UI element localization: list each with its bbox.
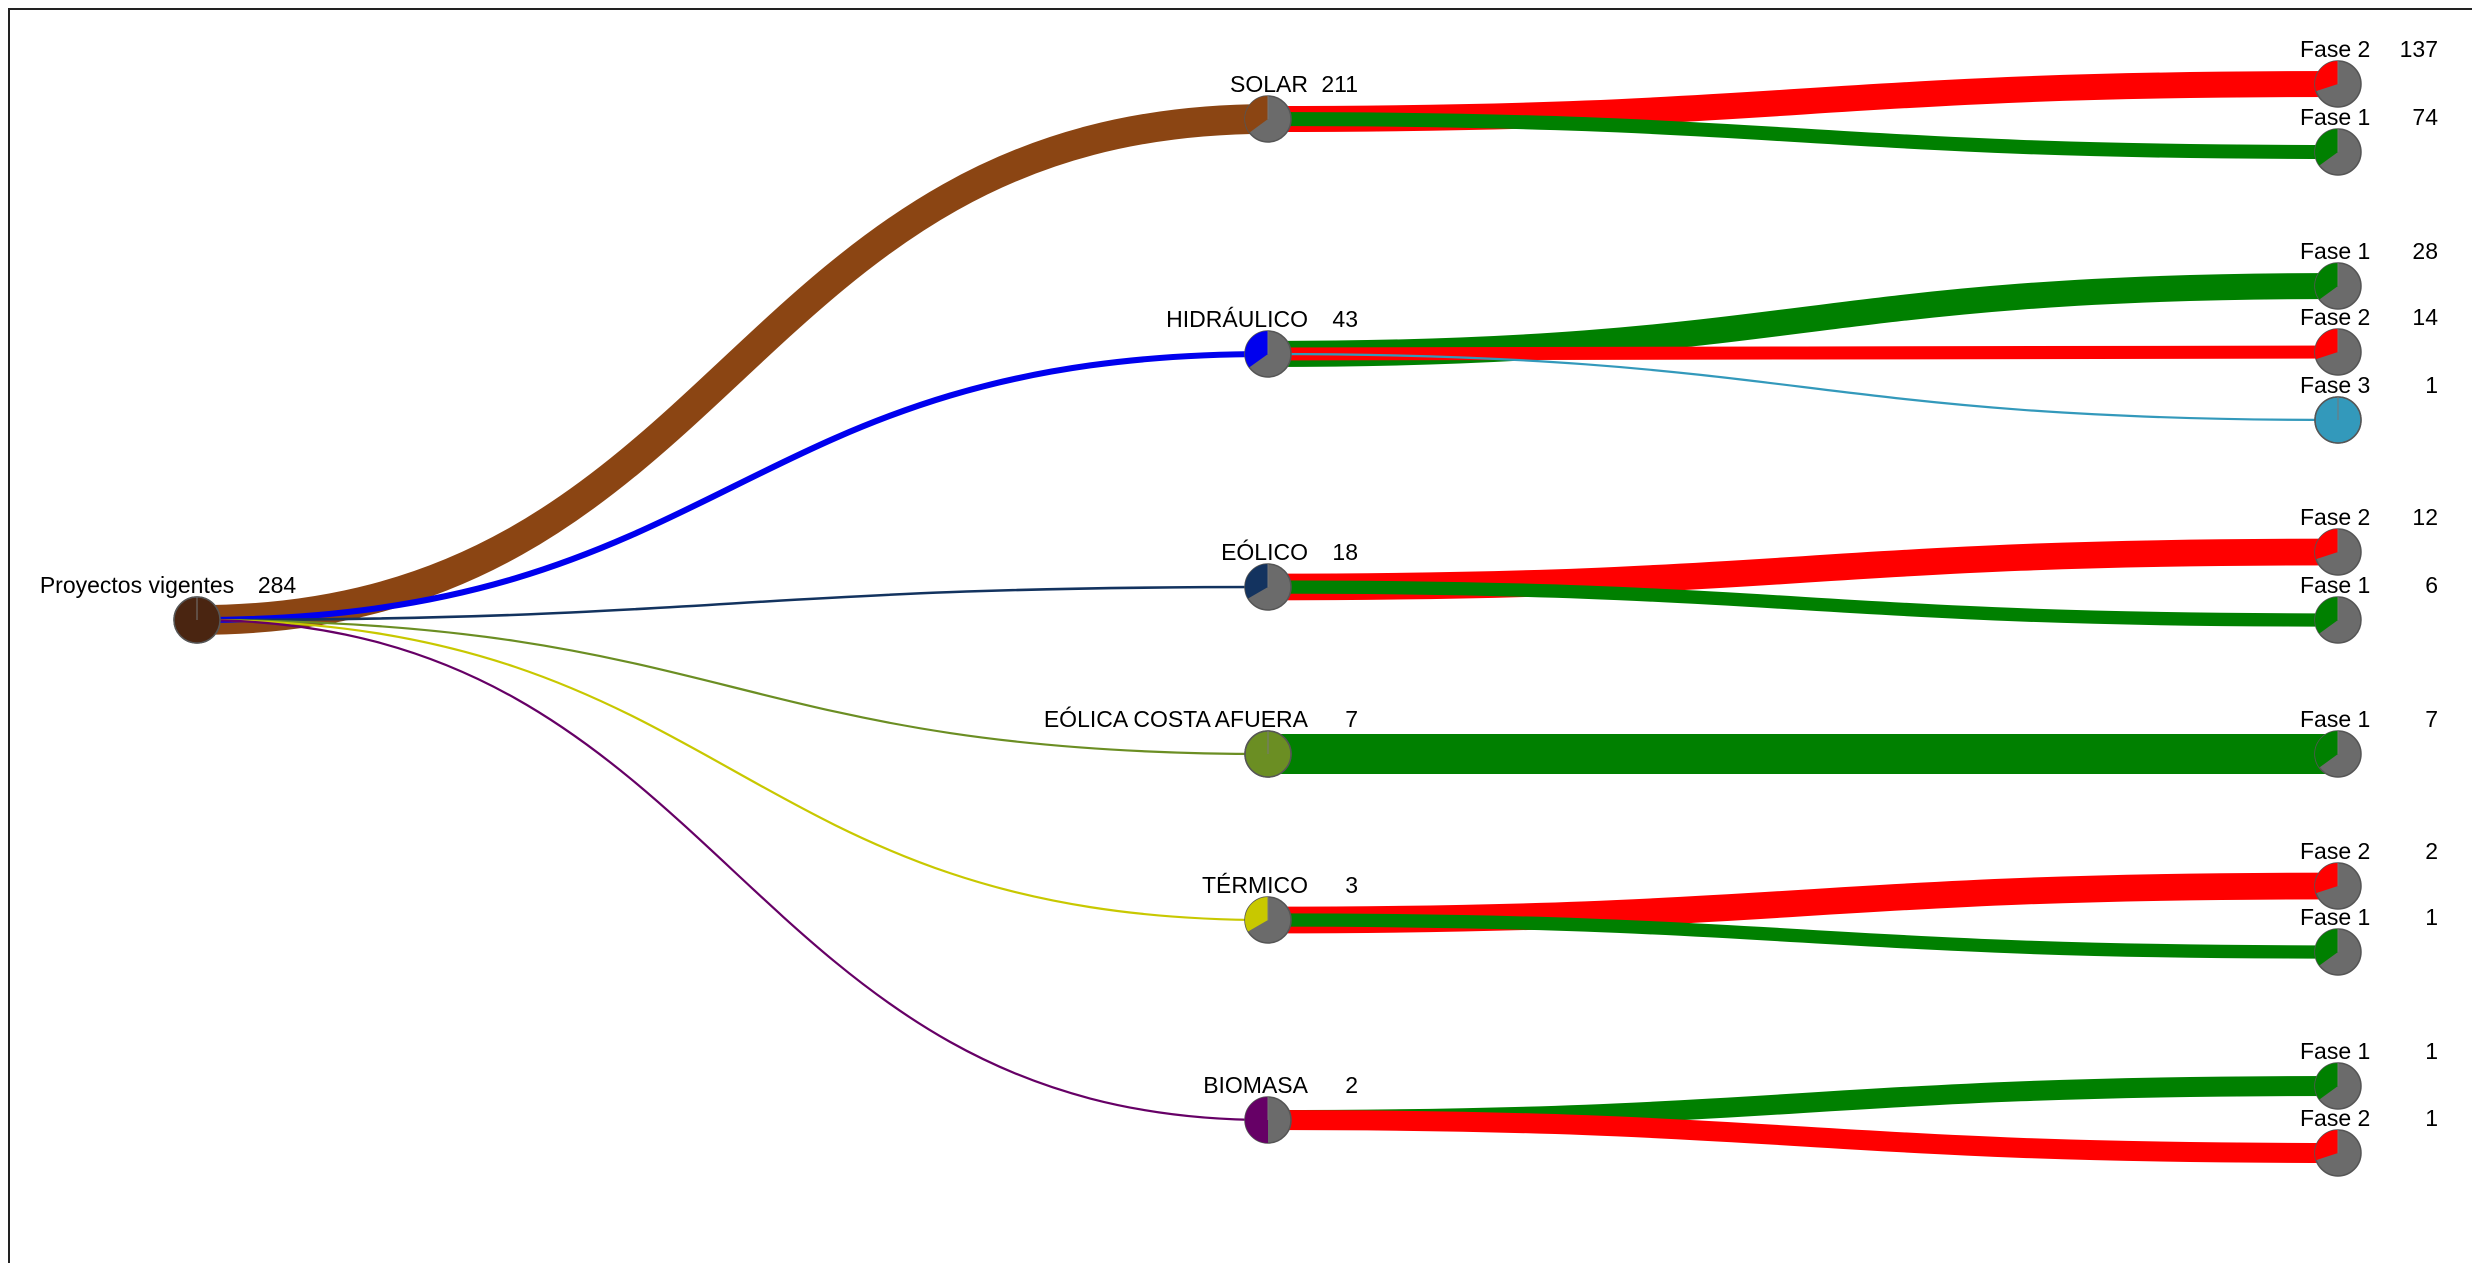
link-solar-fase-1 bbox=[1267, 111, 2339, 160]
value-eolico: 18 bbox=[1332, 539, 1358, 565]
value-eolica-costa-afuera: 7 bbox=[1345, 706, 1358, 732]
link-root-hidraulico bbox=[196, 350, 1269, 624]
label-termico: TÉRMICO bbox=[1202, 872, 1308, 898]
leaf-label-termico-fase-1: Fase 1 bbox=[2300, 904, 2370, 930]
label-solar: SOLAR bbox=[1230, 71, 1308, 97]
leaf-biomasa-fase-2 bbox=[2314, 1129, 2362, 1177]
leaf-eolica-costa-afuera-fase-1 bbox=[2314, 730, 2362, 778]
leaf-value-hidraulico-fase-3: 1 bbox=[2425, 372, 2438, 398]
node-eolico bbox=[1244, 563, 1292, 611]
value-hidraulico: 43 bbox=[1332, 306, 1358, 332]
links-layer bbox=[196, 71, 2339, 1163]
node-biomasa bbox=[1244, 1096, 1292, 1144]
link-eolico-fase-1 bbox=[1267, 580, 2339, 627]
leaf-value-termico-fase-1: 1 bbox=[2425, 904, 2438, 930]
leaf-label-solar-fase-2: Fase 2 bbox=[2300, 36, 2370, 62]
node-biomasa-fill bbox=[1245, 1097, 1268, 1143]
link-hidraulico-fase-1 bbox=[1267, 272, 2339, 368]
leaf-label-solar-fase-1: Fase 1 bbox=[2300, 104, 2370, 130]
leaf-solar-fase-2 bbox=[2314, 60, 2362, 108]
node-termico-fill bbox=[1245, 897, 1268, 932]
leaf-termico-fase-1 bbox=[2314, 928, 2362, 976]
value-biomasa: 2 bbox=[1345, 1072, 1358, 1098]
label-biomasa: BIOMASA bbox=[1203, 1072, 1308, 1098]
leaf-value-termico-fase-2: 2 bbox=[2425, 838, 2438, 864]
root-label: Proyectos vigentes bbox=[40, 572, 234, 598]
leaf-hidraulico-fase-2 bbox=[2314, 328, 2362, 376]
node-root bbox=[173, 596, 221, 644]
leaf-label-termico-fase-2: Fase 2 bbox=[2300, 838, 2370, 864]
node-solar-fill bbox=[1244, 96, 1268, 133]
node-hidraulico bbox=[1244, 330, 1292, 378]
link-hidraulico-fase-3 bbox=[1267, 352, 2339, 422]
leaf-biomasa-fase-1-fill bbox=[2315, 1063, 2338, 1100]
link-root-termico bbox=[196, 618, 1269, 922]
leaf-label-hidraulico-fase-3: Fase 3 bbox=[2300, 372, 2370, 398]
leaf-value-eolica-costa-afuera-fase-1: 7 bbox=[2425, 706, 2438, 732]
leaf-solar-fase-1-fill bbox=[2315, 129, 2338, 166]
leaf-eolico-fase-1-fill bbox=[2315, 597, 2338, 634]
link-termico-fase-1 bbox=[1267, 913, 2339, 959]
chart-frame bbox=[8, 8, 2472, 1263]
label-hidraulico: HIDRÁULICO bbox=[1166, 306, 1308, 332]
leaf-eolico-fase-1 bbox=[2314, 596, 2362, 644]
leaf-value-eolico-fase-1: 6 bbox=[2425, 572, 2438, 598]
value-termico: 3 bbox=[1345, 872, 1358, 898]
link-root-eolico bbox=[196, 585, 1269, 622]
leaf-label-biomasa-fase-1: Fase 1 bbox=[2300, 1038, 2370, 1064]
leaf-label-hidraulico-fase-2: Fase 2 bbox=[2300, 304, 2370, 330]
leaf-biomasa-fase-2-fill bbox=[2315, 1130, 2338, 1161]
leaf-termico-fase-1-fill bbox=[2315, 929, 2338, 966]
leaf-hidraulico-fase-2-fill bbox=[2315, 329, 2338, 360]
leaf-eolico-fase-2-fill bbox=[2315, 529, 2338, 560]
leaf-hidraulico-fase-1-fill bbox=[2315, 263, 2338, 300]
leaf-eolico-fase-2 bbox=[2314, 528, 2362, 576]
leaf-value-solar-fase-1: 74 bbox=[2412, 104, 2438, 130]
node-eolica-costa-afuera bbox=[1244, 730, 1292, 778]
leaf-label-biomasa-fase-2: Fase 2 bbox=[2300, 1105, 2370, 1131]
leaf-hidraulico-fase-3 bbox=[2314, 396, 2362, 444]
leaf-value-biomasa-fase-1: 1 bbox=[2425, 1038, 2438, 1064]
node-termico bbox=[1244, 896, 1292, 944]
leaf-label-eolico-fase-1: Fase 1 bbox=[2300, 572, 2370, 598]
leaf-value-hidraulico-fase-2: 14 bbox=[2412, 304, 2438, 330]
value-solar: 211 bbox=[1321, 71, 1358, 97]
leaf-solar-fase-1 bbox=[2314, 128, 2362, 176]
link-hidraulico-fase-2 bbox=[1267, 345, 2339, 361]
leaf-value-hidraulico-fase-1: 28 bbox=[2412, 238, 2438, 264]
link-root-biomasa bbox=[196, 618, 1269, 1122]
leaf-value-biomasa-fase-2: 1 bbox=[2425, 1105, 2438, 1131]
leaf-biomasa-fase-1 bbox=[2314, 1062, 2362, 1110]
leaf-solar-fase-2-fill bbox=[2315, 61, 2338, 92]
root-value: 284 bbox=[258, 572, 297, 598]
node-eolico-fill bbox=[1245, 564, 1268, 599]
leaf-value-solar-fase-2: 137 bbox=[2400, 36, 2438, 62]
label-eolica-costa-afuera: EÓLICA COSTA AFUERA bbox=[1044, 706, 1309, 732]
link-root-solar bbox=[196, 104, 1269, 635]
leaf-label-eolica-costa-afuera-fase-1: Fase 1 bbox=[2300, 706, 2370, 732]
leaf-label-hidraulico-fase-1: Fase 1 bbox=[2300, 238, 2370, 264]
leaf-termico-fase-2 bbox=[2314, 862, 2362, 910]
link-root-eolica-costa-afuera bbox=[196, 618, 1269, 756]
leaf-value-eolico-fase-2: 12 bbox=[2412, 504, 2438, 530]
leaf-eolica-costa-afuera-fase-1-fill bbox=[2315, 730, 2338, 768]
node-hidraulico-fill bbox=[1245, 331, 1268, 368]
leaf-hidraulico-fase-1 bbox=[2314, 262, 2362, 310]
label-eolico: EÓLICO bbox=[1221, 539, 1308, 565]
leaf-label-eolico-fase-2: Fase 2 bbox=[2300, 504, 2370, 530]
node-solar bbox=[1244, 95, 1292, 143]
link-biomasa-fase-2 bbox=[1267, 1110, 2339, 1163]
leaf-termico-fase-2-fill bbox=[2315, 862, 2338, 894]
